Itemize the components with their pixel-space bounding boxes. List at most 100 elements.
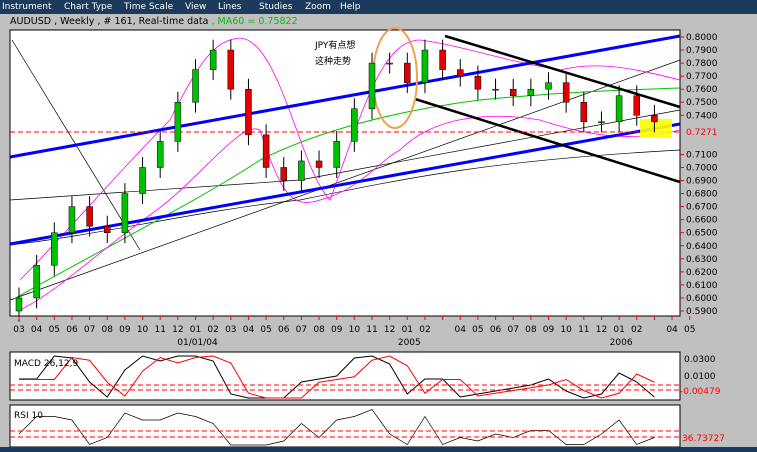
menu-time-scale[interactable]: Time Scale [124, 2, 174, 12]
menu-bar: Instrument Chart Type Time Scale View Lines S… [0, 0, 757, 14]
price-panel [9, 29, 681, 317]
channel-upper-blue [9, 34, 681, 159]
y-tick-label: 0.7800 [686, 59, 718, 69]
candle [298, 160, 305, 181]
candle [315, 160, 323, 168]
x-tick-label: 01 [190, 325, 201, 335]
x-tick-label: 01 [613, 325, 624, 335]
date-axis: 03 04 05 06 07 08 09 10 11 12 01 02 03 04 05 06 07 08 09 10… [13, 316, 695, 348]
y-tick-label: 0.8000 [686, 33, 718, 43]
y-tick-label: 0.7700 [686, 72, 718, 82]
candle [545, 82, 552, 90]
menu-instrument[interactable]: Instrument [2, 2, 52, 12]
indicators [9, 27, 681, 311]
candle [86, 206, 93, 227]
channel-upper-black [444, 34, 681, 109]
menu-zoom[interactable]: Zoom [305, 2, 331, 12]
year-label: 2006 [610, 338, 633, 348]
x-tick-label: 04 [31, 325, 43, 335]
macd-last: -0.00479 [680, 387, 721, 397]
channel-lower-black [414, 97, 681, 184]
candle [386, 62, 393, 65]
ma60-line [11, 87, 681, 301]
annotation-line-1: JPY有点想 [314, 39, 355, 51]
x-tick-label: 12 [384, 325, 395, 335]
x-tick-label: 05 [260, 325, 271, 335]
status-bar [0, 447, 757, 452]
candle [404, 62, 411, 83]
candle [139, 167, 146, 194]
candle [580, 101, 588, 123]
y-tick-label: 0.5900 [686, 307, 718, 317]
annotation-line-2: 这种走势 [315, 55, 351, 67]
x-tick-label: 03 [225, 325, 236, 335]
ma-readout: MA60 = 0.75822 [217, 16, 298, 27]
x-tick-label: 04 [455, 325, 467, 335]
year-label: 01/01/04 [177, 338, 218, 348]
x-tick-label: 02 [419, 325, 430, 335]
symbol: AUDUSD [10, 16, 52, 27]
x-tick-label: 09 [331, 325, 343, 335]
candle [598, 121, 605, 124]
trend-line [9, 149, 681, 246]
x-tick-label: 01 [402, 325, 413, 335]
candle [121, 193, 129, 233]
candle [280, 167, 287, 181]
y-tick-label: 0.6600 [686, 216, 718, 226]
candle [245, 88, 252, 136]
candle [368, 62, 376, 110]
y-tick-label: 0.6300 [686, 255, 718, 265]
x-tick-label: 12 [172, 325, 183, 335]
x-tick-label: 07 [84, 325, 95, 335]
x-tick-label: 11 [578, 325, 589, 335]
x-tick-label: 07 [296, 325, 307, 335]
candle [209, 49, 217, 70]
x-tick-label: 11 [366, 325, 377, 335]
candle [421, 49, 429, 83]
x-tick-label: 05 [472, 325, 483, 335]
candle [509, 88, 517, 96]
x-tick-label: 06 [66, 325, 78, 335]
menu-view[interactable]: View [185, 2, 207, 12]
y-tick-label: 0.6100 [686, 281, 718, 291]
candle [192, 69, 199, 103]
macd-tick: 0.0100 [684, 372, 716, 382]
x-tick-label: 06 [278, 325, 290, 335]
highlight-box [640, 119, 672, 138]
x-tick-label: 04 [243, 325, 255, 335]
x-tick-label: 07 [507, 325, 518, 335]
candles [15, 39, 658, 322]
x-tick-label: 10 [137, 325, 149, 335]
feed: Real-time data [138, 16, 209, 27]
x-tick-label: 05 [49, 325, 60, 335]
menu-studies[interactable]: Studies [259, 2, 293, 12]
y-tick-label: 0.6700 [686, 203, 718, 213]
x-tick-label: 08 [525, 325, 537, 335]
candle [651, 115, 658, 123]
y-tick-label: 0.7600 [686, 85, 718, 95]
x-tick-label: 09 [543, 325, 555, 335]
y-tick-label: 0.7400 [686, 111, 718, 121]
y-tick-label: 0.7100 [686, 150, 718, 160]
y-tick-label: 0.6200 [686, 268, 718, 278]
x-tick-label: 12 [596, 325, 607, 335]
candle [33, 265, 40, 299]
year-label: 2005 [398, 338, 421, 348]
x-tick-label: 08 [313, 325, 325, 335]
candle [457, 69, 464, 77]
x-tick-label: 05 [684, 325, 695, 335]
candle [262, 134, 270, 168]
x-tick-label: 08 [102, 325, 114, 335]
candle [51, 232, 58, 266]
candle [633, 95, 640, 116]
candle [104, 225, 111, 233]
menu-help[interactable]: Help [340, 2, 361, 12]
y-tick-label: 0.6000 [686, 294, 718, 304]
menu-lines[interactable]: Lines [218, 2, 242, 12]
menu-chart-type[interactable]: Chart Type [64, 2, 113, 12]
x-tick-label: 06 [490, 325, 502, 335]
y-tick-label: 0.7500 [686, 98, 718, 108]
y-tick-label: 0.6400 [686, 242, 718, 252]
candle [333, 141, 340, 168]
